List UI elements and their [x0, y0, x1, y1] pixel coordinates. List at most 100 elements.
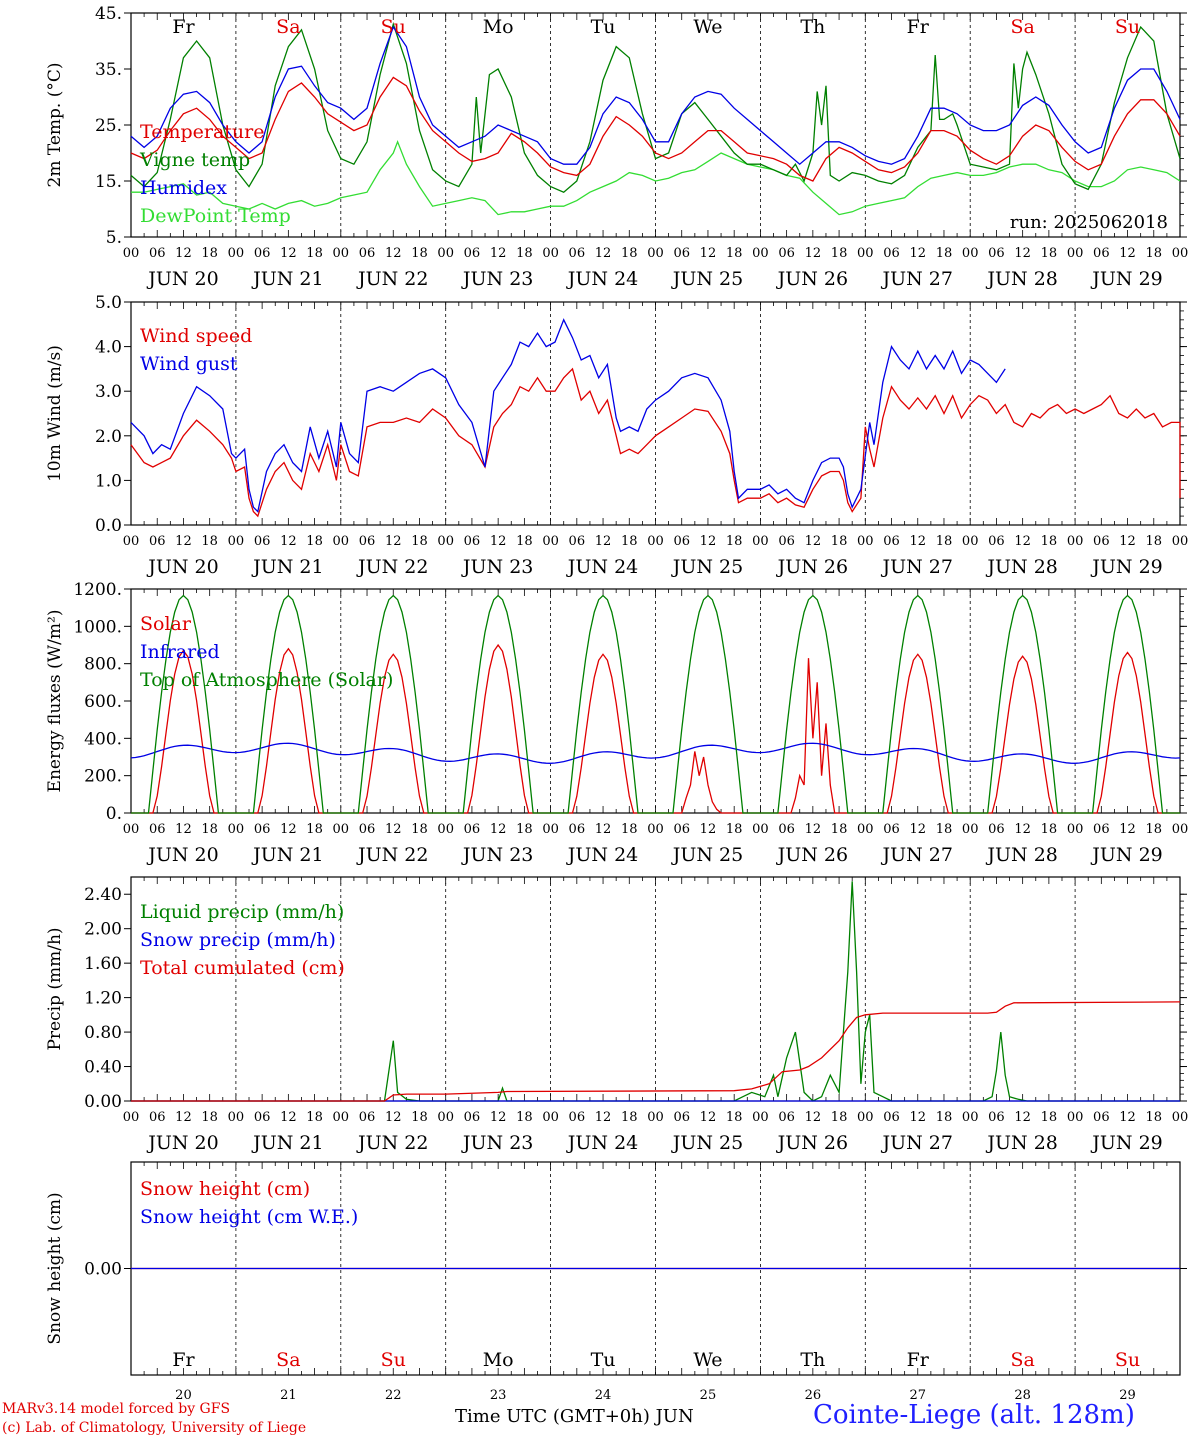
x-axis-label: Time UTC (GMT+0h) JUN	[455, 1406, 694, 1427]
temp-date-label: JUN 29	[1090, 268, 1162, 290]
weekday-label-top: Tu	[591, 16, 616, 38]
wind-hour-tick-label: 18	[306, 534, 323, 549]
wind-frame	[130, 301, 1181, 526]
energy-hour-tick-label: 06	[883, 822, 900, 837]
wind-hour-tick-label: 06	[569, 534, 586, 549]
energy-date-label: JUN 26	[776, 844, 848, 866]
wind-legend-entry: Wind gust	[140, 353, 238, 375]
precip-ytick-label: 2.40	[84, 885, 122, 905]
temp-hour-tick-label: 06	[1093, 246, 1110, 261]
weekday-label-bottom: Sa	[1010, 1349, 1034, 1371]
precip-date-label: JUN 28	[985, 1132, 1057, 1154]
weekday-label-top: Fr	[907, 16, 930, 38]
wind-ytick-label: 4.0	[95, 338, 122, 358]
wind-hour-tick-label: 18	[516, 534, 533, 549]
wind-hour-tick-label: 06	[988, 534, 1005, 549]
wind-date-label: JUN 26	[776, 556, 848, 578]
precip-hour-tick-label: 06	[464, 1110, 481, 1125]
energy-hour-tick-label: 06	[254, 822, 271, 837]
wind-hour-tick-label: 00	[1067, 534, 1084, 549]
temp-legend-entry: Humidex	[140, 177, 227, 199]
wind-ytick-label: 1.0	[95, 471, 122, 491]
temp-hour-tick-label: 18	[411, 246, 428, 261]
temp-hour-tick-label: 06	[569, 246, 586, 261]
precip-hour-tick-label: 18	[1041, 1110, 1058, 1125]
precip-hour-tick-label: 12	[909, 1110, 926, 1125]
temp-hour-tick-label: 12	[595, 246, 612, 261]
weekday-label-bottom: Tu	[591, 1349, 616, 1371]
energy-hour-tick-label: 00	[1172, 822, 1189, 837]
wind-date-label: JUN 24	[566, 556, 638, 578]
energy-hour-tick-label: 06	[464, 822, 481, 837]
precip-hour-tick-label: 18	[1146, 1110, 1163, 1125]
energy-hour-tick-label: 18	[201, 822, 218, 837]
temp-date-label: JUN 22	[356, 268, 428, 290]
temp-hour-tick-label: 18	[306, 246, 323, 261]
energy-hour-tick-label: 00	[333, 822, 350, 837]
run-annotation: run: 2025062018	[1010, 212, 1168, 233]
energy-series-line	[130, 742, 1181, 764]
temp-legend-entry: DewPoint Temp	[140, 205, 291, 227]
wind-hour-tick-label: 18	[621, 534, 638, 549]
snow-ylabel: Snow height (cm)	[45, 1192, 65, 1344]
snow-legend-entry: Snow height (cm W.E.)	[140, 1206, 358, 1228]
temp-hour-tick-label: 18	[516, 246, 533, 261]
wind-hour-tick-label: 12	[595, 534, 612, 549]
wind-hour-tick-label: 18	[201, 534, 218, 549]
wind-hour-tick-label: 00	[752, 534, 769, 549]
wind-date-label: JUN 28	[985, 556, 1057, 578]
wind-date-label: JUN 20	[146, 556, 218, 578]
temp-hour-tick-label: 12	[1119, 246, 1136, 261]
energy-hour-tick-label: 00	[857, 822, 874, 837]
temp-hour-tick-label: 00	[647, 246, 664, 261]
wind-hour-tick-label: 00	[1172, 534, 1189, 549]
temp-hour-tick-label: 12	[909, 246, 926, 261]
wind-hour-tick-label: 06	[254, 534, 271, 549]
energy-hour-tick-label: 18	[1146, 822, 1163, 837]
wind-ytick-label: 2.0	[95, 427, 122, 447]
energy-hour-tick-label: 00	[1067, 822, 1084, 837]
wind-hour-tick-label: 12	[805, 534, 822, 549]
temp-hour-tick-label: 12	[175, 246, 192, 261]
temp-ylabel: 2m Temp. (°C)	[45, 62, 65, 187]
wind-hour-tick-label: 00	[647, 534, 664, 549]
precip-ytick-label: 0.80	[84, 1023, 122, 1043]
wind-hour-tick-label: 12	[490, 534, 507, 549]
energy-legend-entry: Solar	[140, 613, 192, 635]
precip-legend-entry: Liquid precip (mm/h)	[140, 901, 344, 923]
precip-hour-tick-label: 12	[595, 1110, 612, 1125]
wind-hour-tick-label: 06	[359, 534, 376, 549]
energy-hour-tick-label: 18	[621, 822, 638, 837]
temp-date-label: JUN 26	[776, 268, 848, 290]
wind-hour-tick-label: 12	[700, 534, 717, 549]
energy-legend-entry: Top of Atmosphere (Solar)	[140, 669, 393, 691]
temp-hour-tick-label: 18	[831, 246, 848, 261]
temp-hour-tick-label: 00	[333, 246, 350, 261]
temp-ytick-label: 35.	[95, 60, 122, 80]
energy-hour-tick-label: 12	[805, 822, 822, 837]
energy-hour-tick-label: 00	[123, 822, 140, 837]
precip-hour-tick-label: 00	[962, 1110, 979, 1125]
day-number-label: 20	[175, 1388, 192, 1403]
precip-date-label: JUN 27	[881, 1132, 953, 1154]
temp-hour-tick-label: 18	[1146, 246, 1163, 261]
weekday-label-bottom: Su	[1115, 1349, 1140, 1371]
precip-hour-tick-label: 00	[647, 1110, 664, 1125]
day-number-label: 28	[1014, 1388, 1031, 1403]
precip-hour-tick-label: 18	[831, 1110, 848, 1125]
temp-hour-tick-label: 00	[752, 246, 769, 261]
wind-hour-tick-label: 00	[333, 534, 350, 549]
wind-hour-tick-label: 06	[883, 534, 900, 549]
energy-hour-tick-label: 12	[175, 822, 192, 837]
temp-hour-tick-label: 00	[123, 246, 140, 261]
wind-hour-tick-label: 18	[1041, 534, 1058, 549]
energy-date-label: JUN 20	[146, 844, 218, 866]
temp-hour-tick-label: 18	[201, 246, 218, 261]
precip-hour-tick-label: 00	[333, 1110, 350, 1125]
energy-ytick-label: 800.	[84, 655, 122, 675]
temp-hour-tick-label: 12	[490, 246, 507, 261]
snow-ytick-label: 0.00	[84, 1260, 122, 1280]
precip-hour-tick-label: 06	[254, 1110, 271, 1125]
wind-ylabel: 10m Wind (m/s)	[45, 345, 65, 482]
